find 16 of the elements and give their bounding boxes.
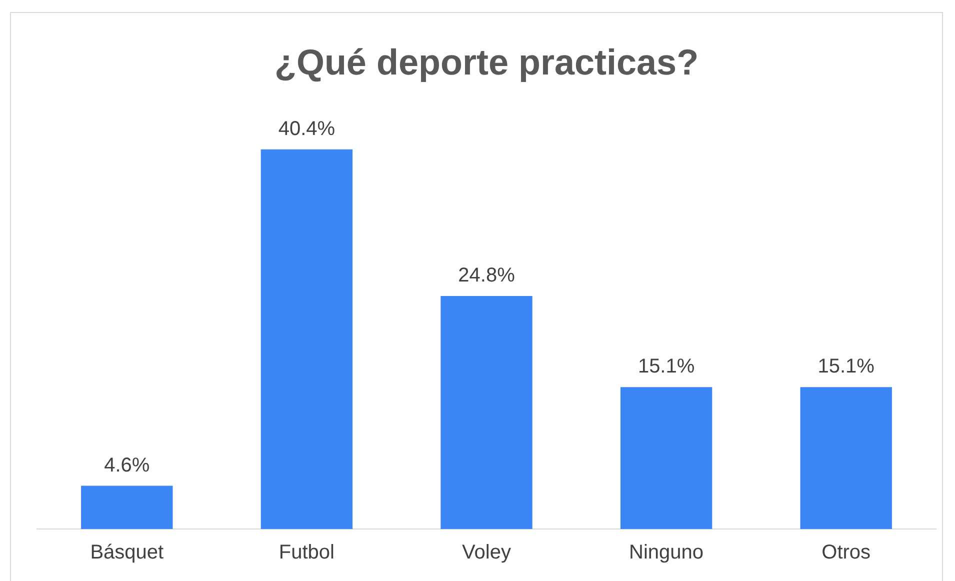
bar <box>260 149 353 529</box>
data-label: 15.1% <box>638 356 695 378</box>
data-label: 40.4% <box>278 118 336 140</box>
x-tick-label: Ninguno <box>629 542 704 564</box>
bar <box>800 387 892 529</box>
bar <box>81 486 173 529</box>
x-tick-label: Básquet <box>90 542 164 564</box>
bar <box>620 387 712 529</box>
x-tick-label: Otros <box>822 542 871 564</box>
bar <box>440 296 532 529</box>
data-label: 24.8% <box>458 264 516 287</box>
x-tick-label: Futbol <box>278 542 334 564</box>
data-label: 15.1% <box>818 356 875 378</box>
chart-title: ¿Qué deporte practicas? <box>274 42 699 83</box>
x-tick-label: Voley <box>462 542 511 564</box>
data-label: 4.6% <box>104 454 150 476</box>
